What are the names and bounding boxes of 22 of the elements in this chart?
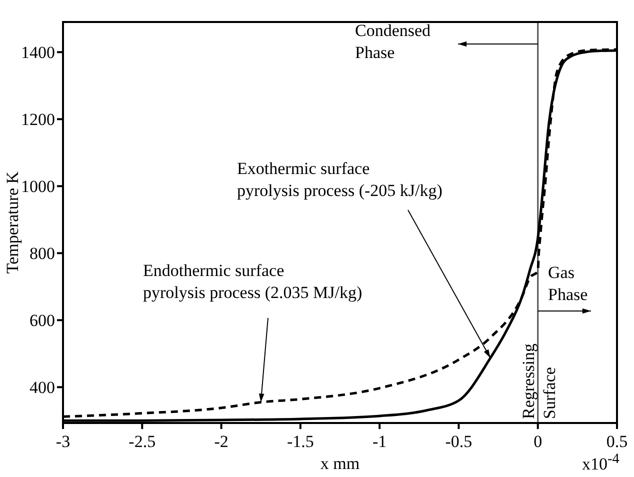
y-tick-label: 800 — [30, 244, 55, 264]
x-tick-label: -2.5 — [128, 432, 156, 452]
y-tick-label: 400 — [30, 378, 55, 398]
y-tick-label: 1000 — [21, 177, 55, 196]
x-tick-label: -3 — [56, 432, 70, 452]
x-tick-label: -2 — [214, 432, 228, 452]
x-tick-label: -1.5 — [286, 432, 314, 452]
y-axis-title: Temperature K — [3, 170, 22, 274]
x-axis-title: x mm — [320, 454, 360, 473]
x-tick-label: 0 — [534, 432, 542, 452]
y-tick-label: 1400 — [21, 43, 55, 62]
ref-line-label: Regressing Surface — [518, 342, 559, 419]
x-tick-label: -0.5 — [445, 432, 472, 452]
x-tick-label: -1 — [372, 432, 387, 452]
x-tick-label: 0.5 — [606, 432, 628, 452]
y-tick-label: 600 — [30, 311, 55, 330]
annotation: Exothermic surface pyrolysis process (-205 kJ/kg) — [237, 158, 442, 202]
y-tick-label: 1200 — [21, 110, 55, 130]
text: x10$^{-4}$ — [582, 451, 620, 474]
annotation: Gas Phase — [548, 262, 588, 306]
annotation: Condensed Phase — [355, 20, 431, 64]
annotation: Endothermic surface pyrolysis process (2.035 MJ/kg) — [143, 260, 362, 304]
